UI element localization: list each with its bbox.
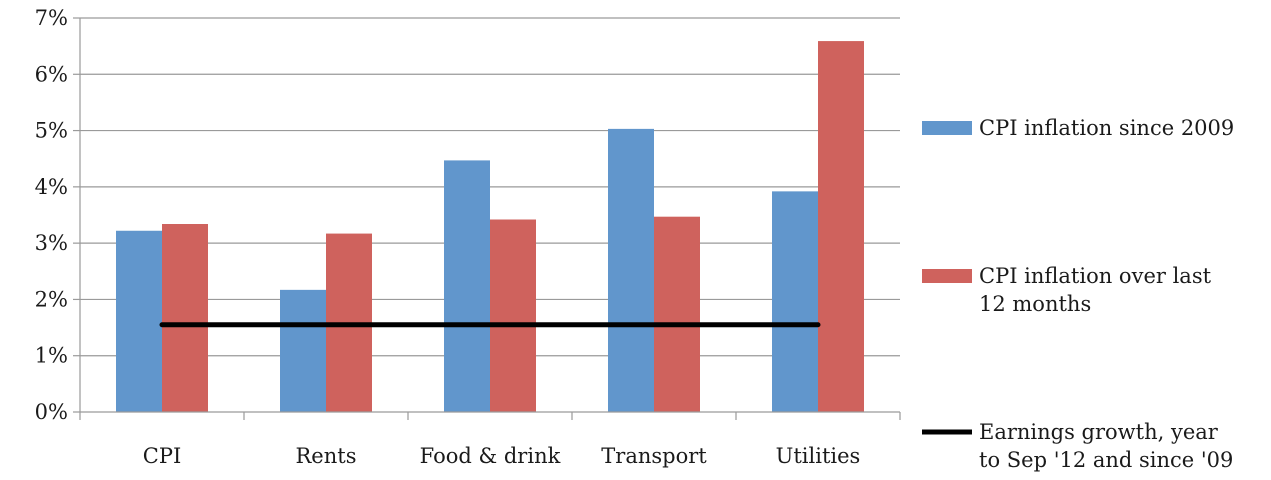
bars [116, 41, 864, 412]
y-tick-label: 7% [35, 6, 68, 30]
legend-swatch-0 [922, 121, 972, 135]
legend: CPI inflation since 2009 CPI inflation ov… [922, 116, 1234, 472]
legend-label-line: CPI inflation since 2009 [979, 116, 1234, 140]
legend-label-0: CPI inflation since 2009 [979, 116, 1234, 140]
y-tick-label: 5% [35, 119, 68, 143]
bar-0-3 [608, 128, 654, 412]
x-tick-label: Food & drink [420, 444, 561, 468]
y-tick-label: 2% [35, 287, 68, 311]
legend-label-1: CPI inflation over last 12 months [979, 264, 1212, 316]
legend-label-line: CPI inflation over last [979, 264, 1212, 288]
bar-1-4 [818, 41, 864, 412]
x-tick-label: CPI [143, 444, 182, 468]
axes [79, 18, 901, 420]
bar-0-0 [116, 230, 162, 412]
y-axis-ticks: 0% 1% 2% 3% 4% 5% 6% 7% [35, 6, 68, 424]
legend-label-line: to Sep '12 and since '09 [979, 448, 1233, 472]
legend-label-line: Earnings growth, year [979, 420, 1219, 444]
x-tick-label: Rents [296, 444, 357, 468]
x-axis-labels: CPI Rents Food & drink Transport Utilities [143, 444, 861, 468]
bar-1-0 [162, 224, 208, 412]
y-tick-label: 0% [35, 400, 68, 424]
y-tick-label: 1% [35, 344, 68, 368]
x-tick-label: Utilities [776, 444, 861, 468]
legend-label-line: 12 months [979, 292, 1091, 316]
bar-0-1 [280, 289, 326, 412]
y-tick-label: 3% [35, 231, 68, 255]
y-tick-label: 6% [35, 62, 68, 86]
bar-0-2 [444, 160, 490, 412]
y-tick-label: 4% [35, 175, 68, 199]
legend-swatch-1 [922, 269, 972, 283]
x-tick-label: Transport [601, 444, 707, 468]
bar-0-4 [772, 191, 818, 412]
bar-1-3 [654, 216, 700, 412]
legend-label-2: Earnings growth, year to Sep '12 and sinc… [979, 420, 1233, 472]
bar-1-2 [490, 219, 536, 412]
